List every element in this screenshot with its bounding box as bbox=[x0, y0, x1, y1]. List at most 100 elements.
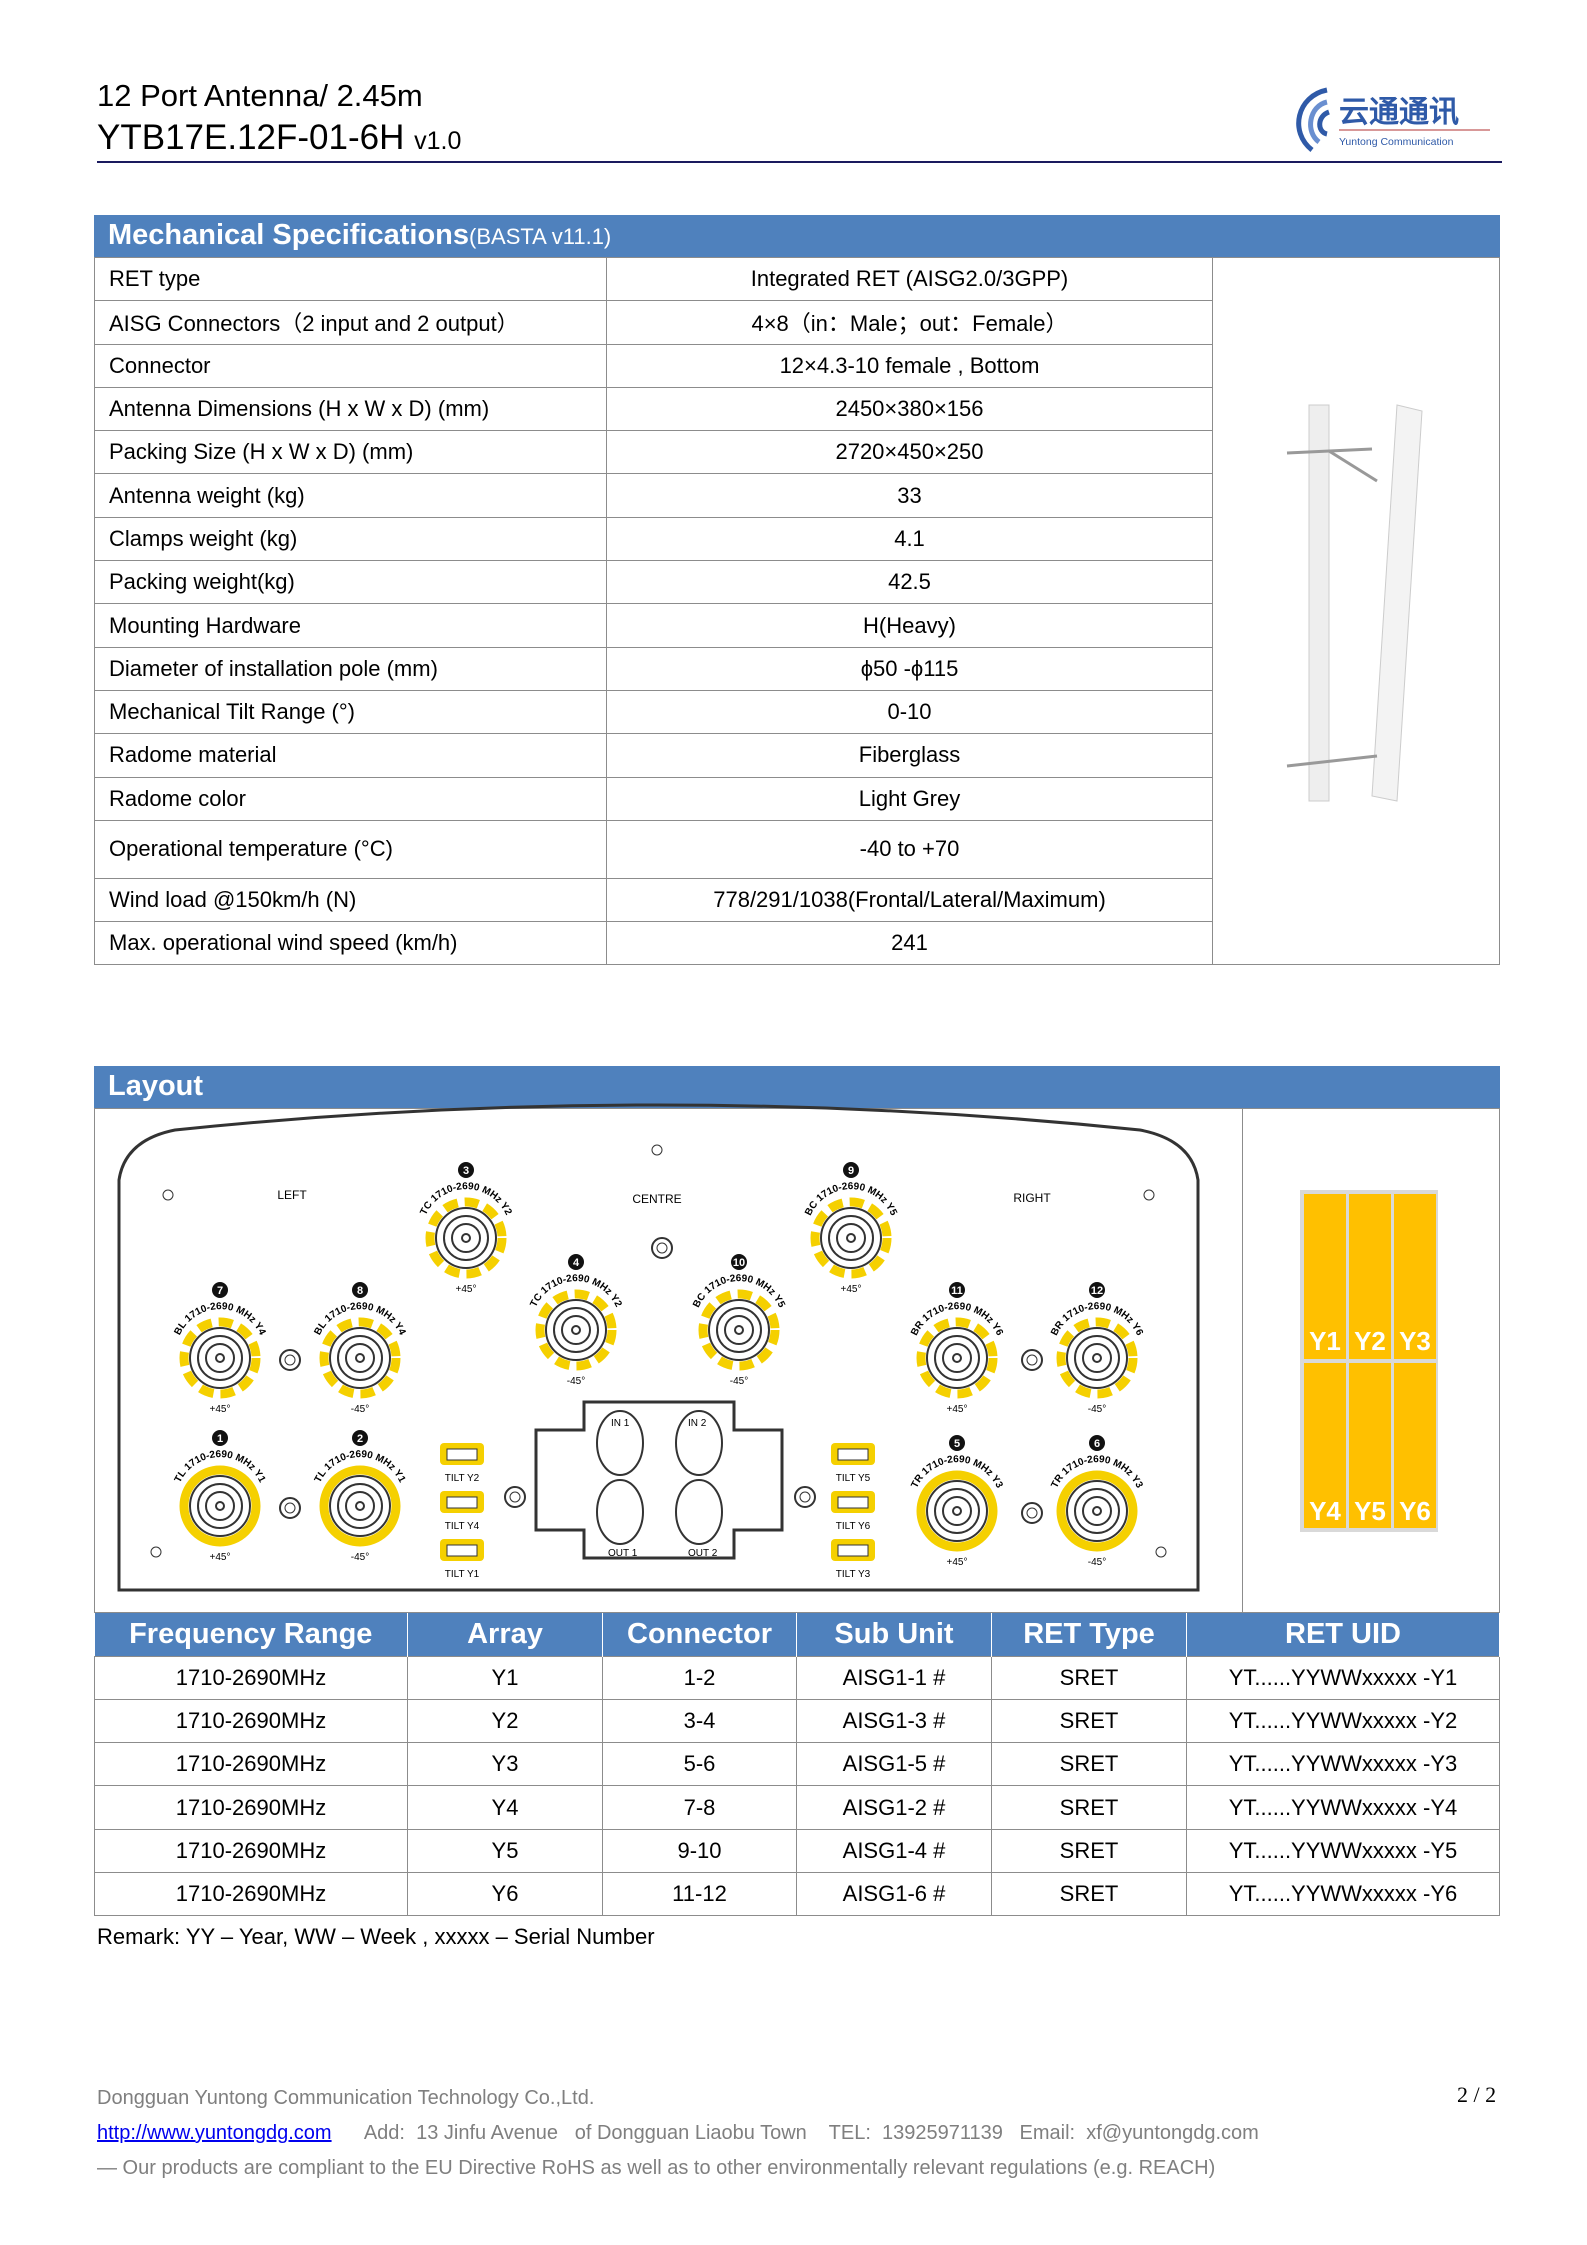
spec-value: 2450×380×156 bbox=[606, 386, 1213, 432]
table-cell: YT......YYWWxxxxx -Y2 bbox=[1186, 1698, 1500, 1744]
column-header: Connector bbox=[602, 1613, 797, 1656]
spec-row: Radome color Light Grey bbox=[94, 776, 1500, 821]
column-header: RET Type bbox=[991, 1613, 1187, 1656]
table-cell: 5-6 bbox=[602, 1742, 797, 1787]
spec-label: Radome color bbox=[94, 776, 607, 821]
document-title: 12 Port Antenna/ 2.45m bbox=[97, 78, 423, 113]
page-number: 2 / 2 bbox=[1457, 2082, 1497, 2107]
spec-value: 241 bbox=[606, 921, 1213, 966]
table-cell: AISG1-5 # bbox=[796, 1742, 992, 1787]
table-cell: YT......YYWWxxxxx -Y5 bbox=[1186, 1828, 1500, 1873]
spec-label: Mechanical Tilt Range (°) bbox=[94, 689, 607, 735]
spec-label: Packing weight(kg) bbox=[94, 560, 607, 605]
spec-value: 42.5 bbox=[606, 560, 1213, 605]
antenna-product-image bbox=[1286, 404, 1423, 802]
spec-label: Wind load @150km/h (N) bbox=[94, 877, 607, 923]
email: Email: xf@yuntongdg.com bbox=[1019, 2122, 1259, 2144]
spec-row: Packing Size (H x W x D) (mm) 2720×450×25… bbox=[94, 430, 1500, 475]
telephone: TEL: 13925971139 bbox=[828, 2122, 1003, 2144]
spec-row: Diameter of installation pole (mm) ϕ50 -ϕ… bbox=[94, 646, 1500, 691]
company-name: Dongguan Yuntong Communication Technolog… bbox=[97, 2087, 595, 2109]
table-cell: AISG1-4 # bbox=[796, 1828, 992, 1873]
section-subtitle: (BASTA v11.1) bbox=[469, 224, 612, 249]
spec-label: Max. operational wind speed (km/h) bbox=[94, 921, 607, 966]
column-header: RET UID bbox=[1186, 1613, 1500, 1656]
table-cell: 1710-2690MHz bbox=[94, 1655, 408, 1700]
spec-label: Mounting Hardware bbox=[94, 603, 607, 648]
spec-value: 12×4.3-10 female , Bottom bbox=[606, 343, 1213, 388]
contact-line: http://www.yuntongdg.com Add: 13 Jinfu A… bbox=[97, 2122, 1259, 2145]
spec-value: Integrated RET (AISG2.0/3GPP) bbox=[606, 256, 1213, 302]
table-cell: SRET bbox=[991, 1828, 1187, 1873]
table-cell: AISG1-6 # bbox=[796, 1871, 992, 1917]
spec-value: 778/291/1038(Frontal/Lateral/Maximum) bbox=[606, 877, 1213, 923]
table-cell: SRET bbox=[991, 1698, 1187, 1744]
spec-label: Packing Size (H x W x D) (mm) bbox=[94, 430, 607, 475]
table-cell: AISG1-1 # bbox=[796, 1655, 992, 1700]
spec-label: Connector bbox=[94, 343, 607, 388]
table-cell: 1710-2690MHz bbox=[94, 1871, 408, 1917]
table-cell: 3-4 bbox=[602, 1698, 797, 1744]
table-cell: YT......YYWWxxxxx -Y4 bbox=[1186, 1785, 1500, 1830]
layout-divider bbox=[1242, 1108, 1243, 1613]
spec-row: Antenna weight (kg) 33 bbox=[94, 473, 1500, 518]
table-cell: 1710-2690MHz bbox=[94, 1698, 408, 1744]
spec-label: AISG Connectors（2 input and 2 output） bbox=[94, 300, 607, 345]
header-rule bbox=[97, 161, 1502, 163]
table-cell: SRET bbox=[991, 1655, 1187, 1700]
table-cell: Y1 bbox=[407, 1655, 603, 1700]
logo-cn: 云通通讯 bbox=[1339, 96, 1459, 129]
ret-table: Frequency Range Array Connector Sub Unit RET… bbox=[94, 1613, 1500, 1917]
table-cell: Y2 bbox=[407, 1698, 603, 1744]
spec-value: Light Grey bbox=[606, 776, 1213, 821]
spec-label: Operational temperature (°C) bbox=[94, 819, 607, 879]
table-cell: YT......YYWWxxxxx -Y1 bbox=[1186, 1655, 1500, 1700]
image-cell bbox=[1212, 256, 1500, 966]
table-cell: AISG1-3 # bbox=[796, 1698, 992, 1744]
table-cell: YT......YYWWxxxxx -Y3 bbox=[1186, 1742, 1500, 1787]
table-cell: 9-10 bbox=[602, 1828, 797, 1873]
spec-row: Radome material Fiberglass bbox=[94, 733, 1500, 778]
column-header: Array bbox=[407, 1613, 603, 1656]
spec-row: Wind load @150km/h (N) 778/291/1038(Front… bbox=[94, 877, 1500, 923]
table-cell: 1710-2690MHz bbox=[94, 1828, 408, 1873]
website-link[interactable]: http://www.yuntongdg.com bbox=[97, 2122, 332, 2144]
table-cell: 1-2 bbox=[602, 1655, 797, 1700]
company-logo: 云通通讯 Yuntong Communication bbox=[1296, 87, 1490, 152]
table-cell: Y5 bbox=[407, 1828, 603, 1873]
logo-en: Yuntong Communication bbox=[1339, 136, 1454, 148]
address: Add: 13 Jinfu Avenue of Dongguan Liaobu … bbox=[363, 2122, 807, 2144]
table-cell: 11-12 bbox=[602, 1871, 797, 1917]
spec-label: Antenna weight (kg) bbox=[94, 473, 607, 518]
table-row: 1710-2690MHz Y4 7-8 AISG1-2 # SRET YT......YY… bbox=[94, 1785, 1500, 1830]
spec-row: Connector 12×4.3-10 female , Bottom bbox=[94, 343, 1500, 388]
spec-value: Fiberglass bbox=[606, 733, 1213, 778]
spec-value: 0-10 bbox=[606, 689, 1213, 735]
mechanical-specs-table: RET type Integrated RET (AISG2.0/3GPP) AIS… bbox=[94, 256, 1500, 966]
spec-row: Mechanical Tilt Range (°) 0-10 bbox=[94, 689, 1500, 735]
spec-label: Radome material bbox=[94, 733, 607, 778]
spec-value: H(Heavy) bbox=[606, 603, 1213, 648]
table-cell: SRET bbox=[991, 1742, 1187, 1787]
table-cell: YT......YYWWxxxxx -Y6 bbox=[1186, 1871, 1500, 1917]
table-row: 1710-2690MHz Y5 9-10 AISG1-4 # SRET YT......Y… bbox=[94, 1828, 1500, 1873]
spec-row: Antenna Dimensions (H x W x D) (mm) 2450×… bbox=[94, 386, 1500, 432]
version: v1.0 bbox=[414, 127, 462, 155]
spec-label: RET type bbox=[94, 256, 607, 302]
column-header: Sub Unit bbox=[796, 1613, 992, 1656]
spec-row: Max. operational wind speed (km/h) 241 bbox=[94, 921, 1500, 966]
table-cell: AISG1-2 # bbox=[796, 1785, 992, 1830]
model-text: YTB17E.12F-01-6H bbox=[97, 118, 405, 157]
table-cell: Y4 bbox=[407, 1785, 603, 1830]
spec-row: AISG Connectors（2 input and 2 output） 4×8… bbox=[94, 300, 1500, 345]
spec-row: Operational temperature (°C) -40 to +70 bbox=[94, 819, 1500, 879]
spec-value: 4.1 bbox=[606, 516, 1213, 562]
spec-label: Antenna Dimensions (H x W x D) (mm) bbox=[94, 386, 607, 432]
spec-row: Packing weight(kg) 42.5 bbox=[94, 560, 1500, 605]
spec-value: 4×8（in：Male；out：Female） bbox=[606, 300, 1213, 345]
table-row: 1710-2690MHz Y1 1-2 AISG1-1 # SRET YT......YY… bbox=[94, 1655, 1500, 1700]
spec-value: 33 bbox=[606, 473, 1213, 518]
table-row: 1710-2690MHz Y3 5-6 AISG1-5 # SRET YT......YY… bbox=[94, 1742, 1500, 1787]
mechanical-specs-header: Mechanical Specifications(BASTA v11.1) bbox=[94, 215, 1500, 257]
table-cell: Y6 bbox=[407, 1871, 603, 1917]
